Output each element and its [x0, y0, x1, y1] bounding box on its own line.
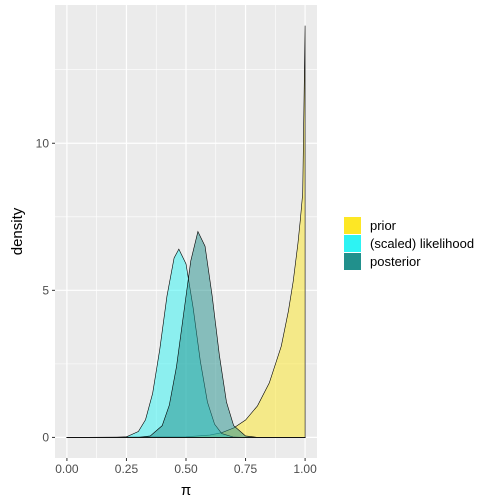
x-tick-label: 1.00 — [293, 462, 317, 476]
x-tick-label: 0.75 — [234, 462, 258, 476]
legend-label: (scaled) likelihood — [370, 236, 474, 251]
legend-label: posterior — [370, 254, 421, 269]
x-tick-label: 0.25 — [115, 462, 139, 476]
x-axis-title: π — [181, 482, 191, 499]
y-tick-label: 10 — [36, 136, 50, 150]
density-area-posterior — [66, 230, 306, 438]
legend: prior (scaled) likelihood posterior — [344, 217, 474, 270]
y-tick-label: 5 — [42, 283, 49, 297]
legend-key — [344, 253, 361, 270]
series-layer — [66, 25, 306, 439]
y-axis-title: density — [9, 207, 26, 255]
axis-layer: 0.00 0.25 0.50 0.75 1.00 0 5 10 — [36, 136, 317, 476]
legend-key — [344, 235, 361, 252]
legend-label: prior — [370, 218, 397, 233]
y-tick-label: 0 — [42, 430, 49, 444]
x-tick-label: 0.50 — [174, 462, 198, 476]
x-tick-label: 0.00 — [55, 462, 79, 476]
legend-key — [344, 217, 361, 234]
